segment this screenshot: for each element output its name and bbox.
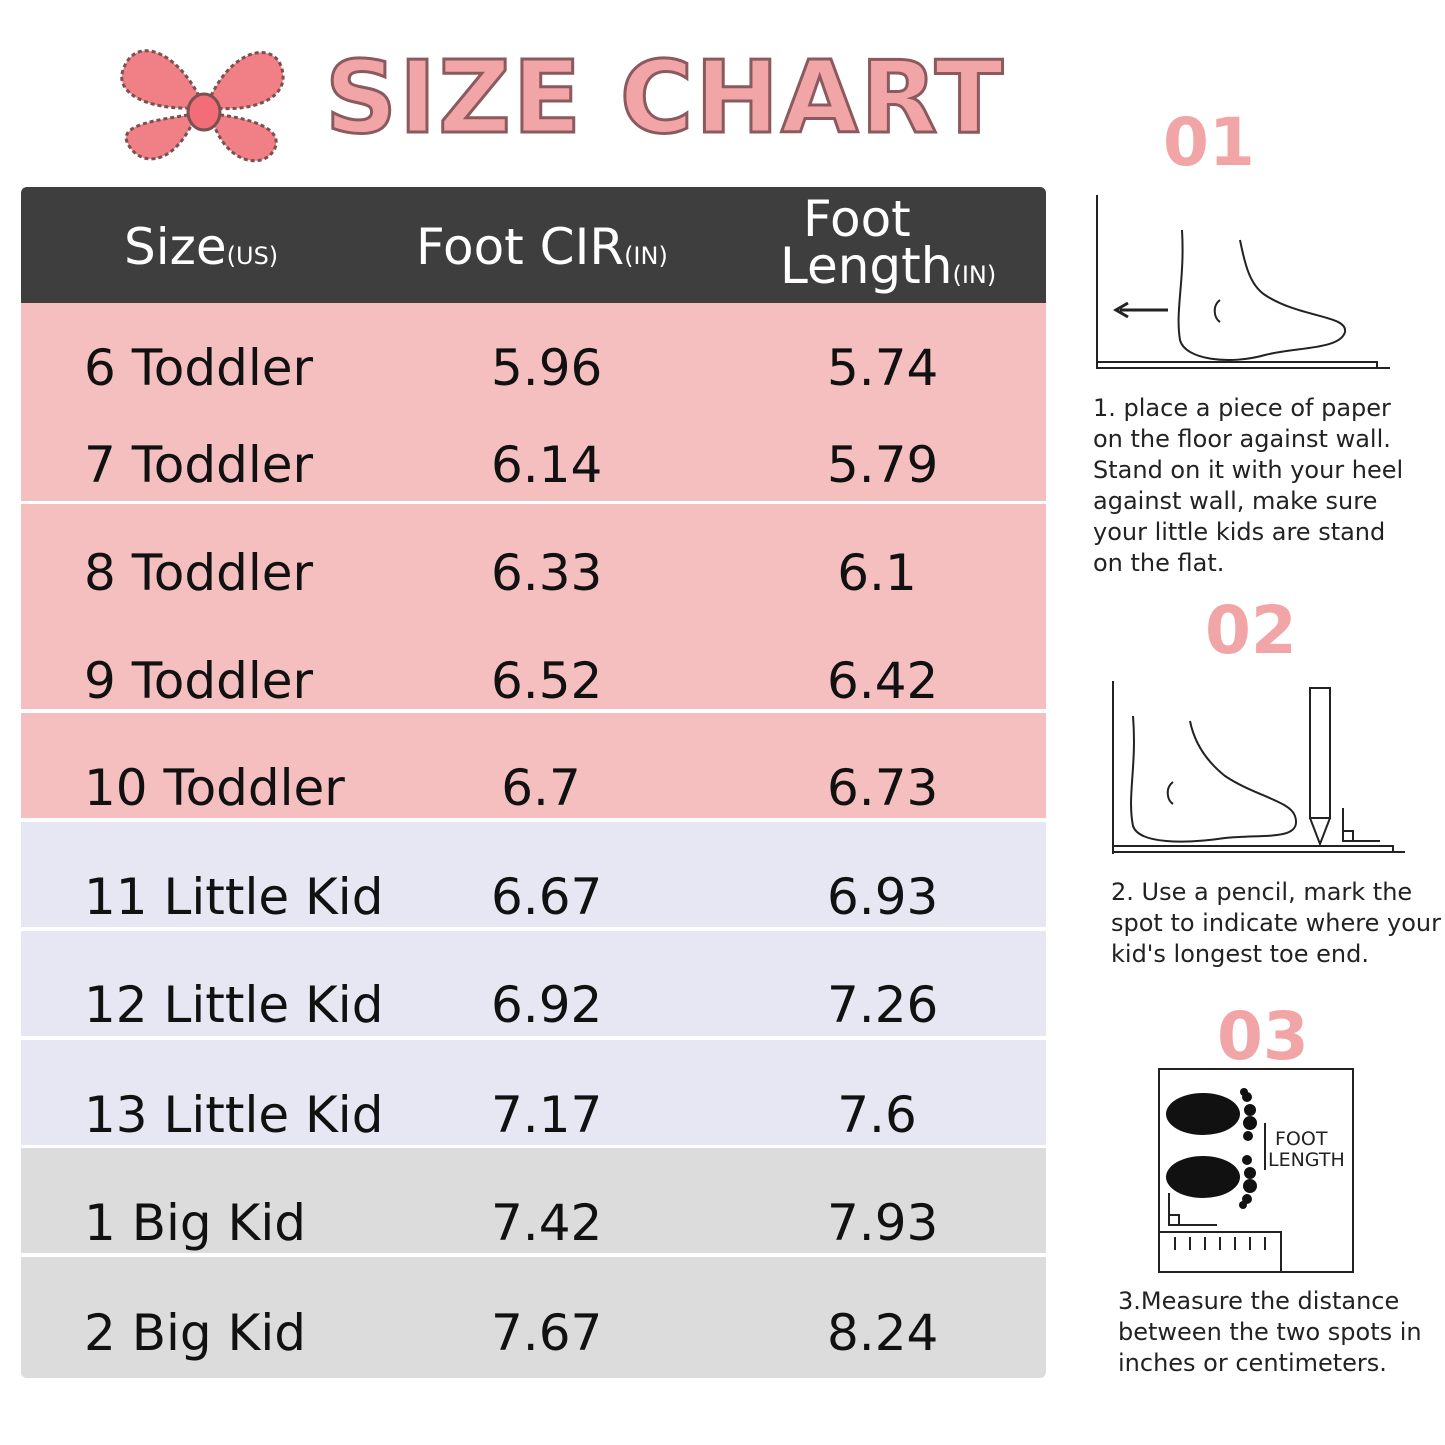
foot-length-cell: 6.42 — [827, 652, 939, 710]
pencil-mark-illustration — [1112, 681, 1405, 854]
size-cell: 1 Big Kid — [84, 1194, 306, 1252]
foot-cir-cell: 6.33 — [491, 544, 603, 602]
table-row: 7 Toddler 6.14 5.79 — [21, 405, 1046, 501]
size-cell: 13 Little Kid — [84, 1086, 384, 1144]
page-title: SIZE CHART — [323, 38, 1006, 158]
foot-length-cell: 6.93 — [827, 868, 939, 926]
size-table: Size(US) Foot CIR(IN) Foot Length(IN) 6 … — [21, 187, 1046, 1378]
size-cell: 6 Toddler — [84, 339, 314, 397]
step-2-number: 02 — [1205, 592, 1297, 669]
table-row: 2 Big Kid 7.67 8.24 — [21, 1257, 1046, 1378]
header-size: Size(US) — [124, 219, 278, 284]
header-length-unit: (IN) — [952, 261, 997, 289]
header-foot-length-line2: Length(IN) — [780, 238, 996, 303]
foot-label: FOOT — [1275, 1128, 1328, 1150]
foot-length-cell: 7.6 — [837, 1086, 917, 1144]
foot-cir-cell: 7.17 — [491, 1086, 603, 1144]
table-row: 8 Toddler 6.33 6.1 — [21, 504, 1046, 607]
foot-length-cell: 6.73 — [827, 759, 939, 817]
foot-length-cell: 6.1 — [837, 544, 917, 602]
header-length-label: Length — [780, 237, 953, 295]
table-row: 6 Toddler 5.96 5.74 — [21, 303, 1046, 406]
table-row: 10 Toddler 6.7 6.73 — [21, 713, 1046, 818]
step-3-number: 03 — [1217, 998, 1309, 1075]
bow-icon — [120, 49, 285, 163]
foot-cir-cell: 6.92 — [491, 976, 603, 1034]
table-row: 13 Little Kid 7.17 7.6 — [21, 1040, 1046, 1145]
foot-length-cell: 7.26 — [827, 976, 939, 1034]
foot-cir-cell: 5.96 — [491, 339, 603, 397]
table-header: Size(US) Foot CIR(IN) Foot Length(IN) — [21, 187, 1046, 303]
size-cell: 12 Little Kid — [84, 976, 384, 1034]
header-size-label: Size — [124, 218, 227, 276]
header-foot-cir: Foot CIR(IN) — [416, 219, 668, 284]
foot-length-cell: 5.74 — [827, 339, 939, 397]
step-1-number: 01 — [1163, 104, 1255, 181]
size-cell: 10 Toddler — [84, 759, 345, 817]
length-label: LENGTH — [1268, 1149, 1345, 1171]
table-row: 9 Toddler 6.52 6.42 — [21, 607, 1046, 710]
step-1-description: 1. place a piece of paper on the floor a… — [1093, 394, 1404, 577]
size-cell: 7 Toddler — [84, 436, 314, 494]
table-row: 11 Little Kid 6.67 6.93 — [21, 822, 1046, 927]
foot-cir-cell: 6.52 — [491, 652, 603, 710]
header-size-unit: (US) — [226, 242, 279, 270]
foot-cir-cell: 6.14 — [491, 436, 603, 494]
foot-cir-cell: 6.67 — [491, 868, 603, 926]
header-foot-length-line1: Foot — [803, 190, 911, 248]
size-cell: 8 Toddler — [84, 544, 314, 602]
size-cell: 9 Toddler — [84, 652, 314, 710]
size-cell: 2 Big Kid — [84, 1304, 306, 1362]
foot-cir-cell: 6.7 — [501, 759, 581, 817]
step-3-description: 3.Measure the distance between the two s… — [1118, 1287, 1422, 1377]
table-row: 12 Little Kid 6.92 7.26 — [21, 931, 1046, 1036]
size-cell: 11 Little Kid — [84, 868, 384, 926]
header-cir-label: Foot CIR — [416, 218, 625, 276]
step-2-description: 2. Use a pencil, mark the spot to indica… — [1111, 878, 1441, 968]
table-row: 1 Big Kid 7.42 7.93 — [21, 1148, 1046, 1253]
foot-length-cell: 5.79 — [827, 436, 939, 494]
header-cir-unit: (IN) — [624, 242, 668, 270]
foot-length-cell: 8.24 — [827, 1304, 939, 1362]
foot-cir-cell: 7.67 — [491, 1304, 603, 1362]
heel-against-wall-illustration — [1096, 195, 1390, 369]
foot-length-cell: 7.93 — [827, 1194, 939, 1252]
foot-cir-cell: 7.42 — [491, 1194, 603, 1252]
foot-length-measure-illustration: FOOT LENGTH — [1158, 1068, 1354, 1273]
